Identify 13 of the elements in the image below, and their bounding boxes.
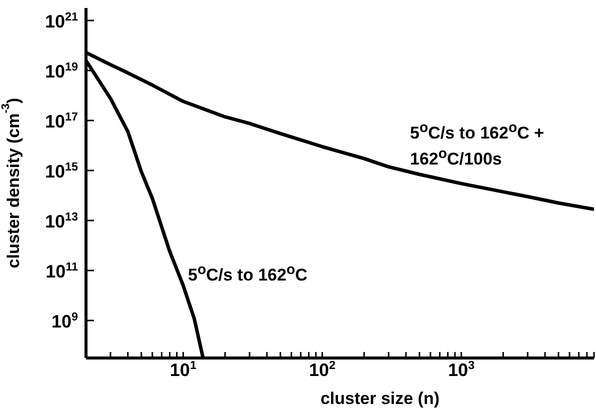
x-tick-label: 10$^{3}$ — [448, 358, 476, 380]
text: 5$^{o}$C/s to 162$^{o}$C + 162$^{o}$C/100s — [410, 120, 544, 168]
series-label: 5$^{o}$C/s to 162$^{o}$C — [188, 261, 308, 286]
x-tick-label: 10$^{1}$ — [170, 358, 197, 380]
y-tick-label: 10$^{13}$ — [44, 210, 78, 232]
y-tick-label: 10$^{9}$ — [51, 310, 78, 332]
y-tick-label: 10$^{17}$ — [44, 110, 78, 132]
y-tick-label: 10$^{21}$ — [44, 10, 78, 32]
y-tick-label: 10$^{19}$ — [44, 60, 78, 82]
x-axis-title: cluster size (n) — [320, 389, 440, 408]
x-tick-label: 10$^{2}$ — [308, 358, 336, 380]
y-tick-label: 10$^{15}$ — [44, 160, 78, 182]
y-tick-label: 10$^{11}$ — [46, 260, 78, 282]
